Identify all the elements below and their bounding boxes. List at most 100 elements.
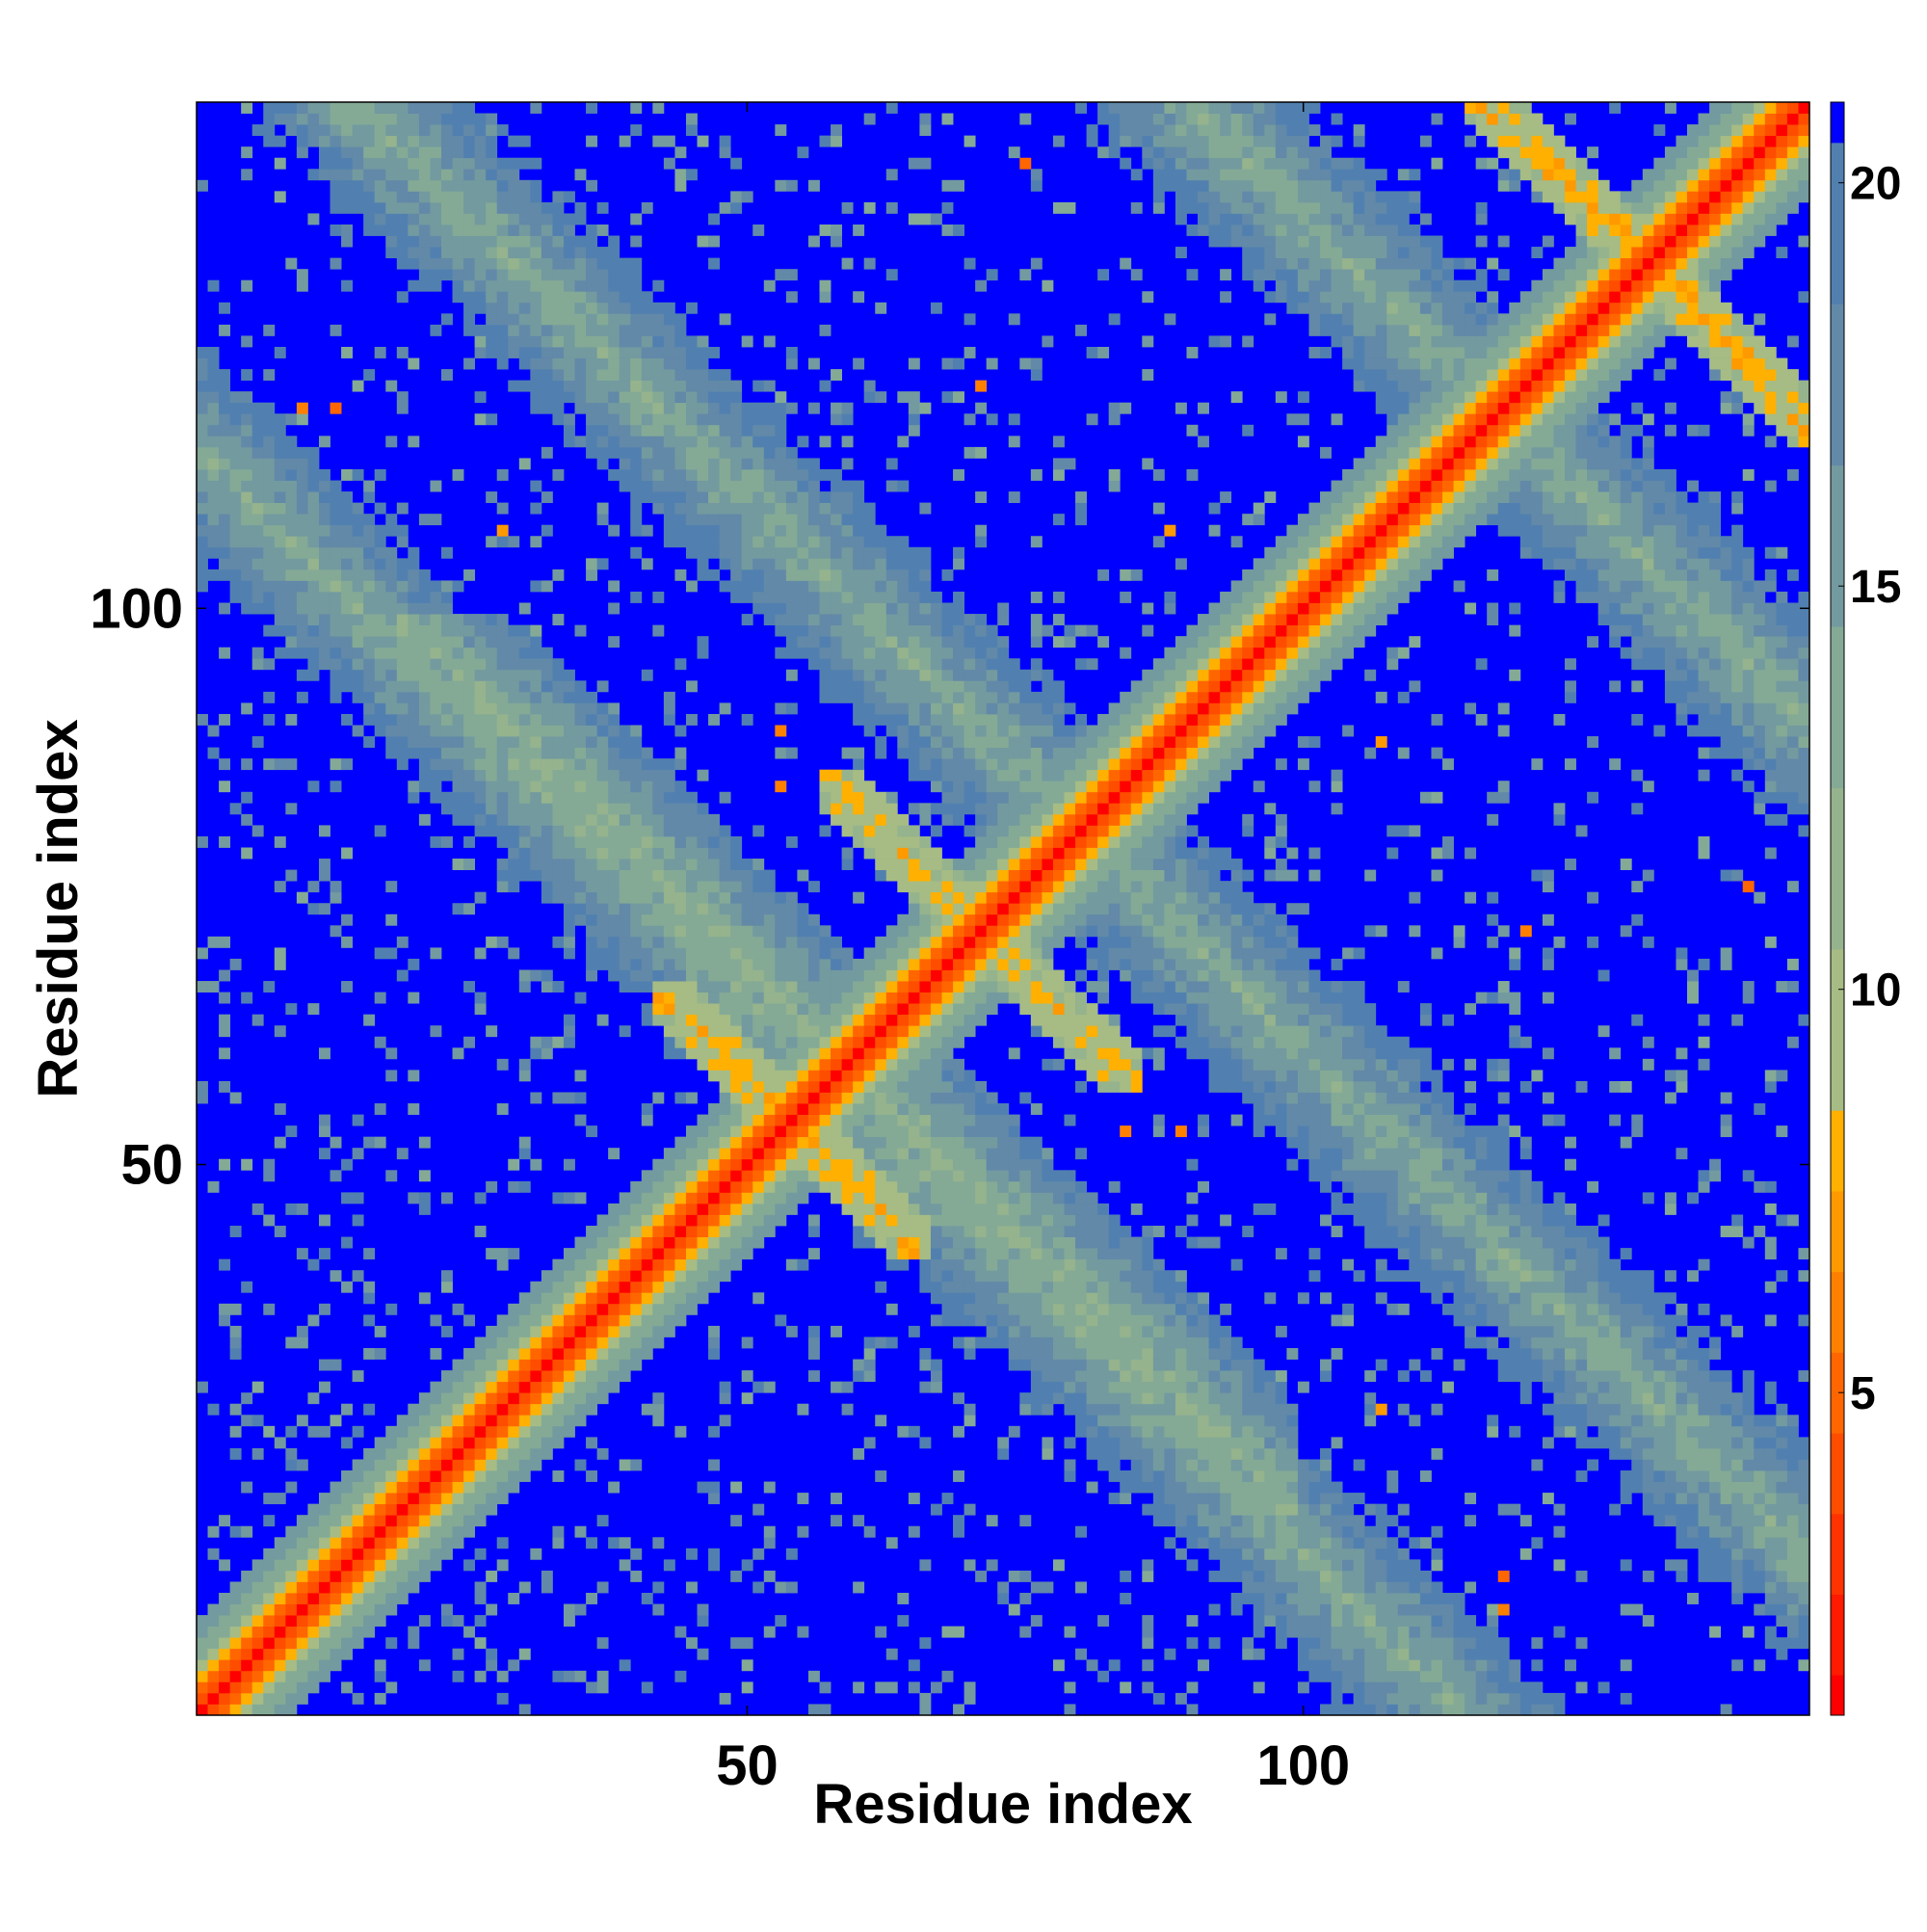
heatmap-cell [897, 480, 910, 492]
heatmap-cell [1052, 1036, 1065, 1048]
heatmap-cell [685, 1270, 698, 1283]
heatmap-cell [619, 803, 631, 815]
heatmap-cell [541, 324, 553, 336]
heatmap-cell [586, 369, 598, 382]
heatmap-cell [251, 658, 264, 671]
heatmap-cell [263, 514, 276, 526]
heatmap-cell [875, 1103, 887, 1115]
heatmap-cell [474, 169, 487, 181]
heatmap-cell [241, 536, 253, 548]
heatmap-cell [897, 1226, 910, 1237]
heatmap-cell [530, 1392, 542, 1405]
heatmap-cell [897, 813, 910, 826]
heatmap-cell [785, 1125, 798, 1138]
heatmap-cell [574, 781, 587, 793]
heatmap-cell [251, 1447, 264, 1460]
heatmap-cell [964, 936, 976, 948]
heatmap-cell [730, 1515, 743, 1527]
heatmap-cell [797, 1047, 809, 1060]
heatmap-cell [730, 1637, 743, 1650]
heatmap-cell [919, 614, 932, 625]
heatmap-cell [819, 1148, 832, 1160]
heatmap-cell [341, 847, 354, 860]
heatmap-cell [964, 1003, 976, 1016]
heatmap-cell [385, 881, 398, 893]
heatmap-cell [652, 803, 665, 815]
heatmap-cell [285, 458, 298, 470]
heatmap-cell [685, 1548, 698, 1560]
heatmap-cell [908, 1681, 920, 1694]
heatmap-cell [430, 658, 442, 671]
heatmap-cell [930, 969, 942, 982]
heatmap-cell [574, 1314, 587, 1327]
heatmap-cell [463, 157, 476, 170]
heatmap-cell [775, 969, 787, 982]
heatmap-cell [619, 346, 631, 358]
heatmap-cell [930, 1203, 942, 1215]
heatmap-cell [941, 1136, 954, 1149]
heatmap-cell [975, 903, 988, 915]
heatmap-cell [730, 491, 743, 504]
heatmap-cell [385, 1581, 398, 1594]
heatmap-cell [908, 847, 920, 860]
heatmap-cell [708, 436, 720, 448]
heatmap-cell [697, 947, 709, 960]
heatmap-cell [964, 1025, 976, 1038]
heatmap-cell [752, 1125, 765, 1138]
heatmap-cell [608, 580, 620, 593]
heatmap-cell [374, 602, 386, 615]
heatmap-cell [563, 1281, 575, 1293]
heatmap-cell [930, 1148, 942, 1160]
heatmap-cell [897, 1036, 910, 1048]
heatmap-cell [363, 1515, 376, 1527]
heatmap-cell [930, 1158, 942, 1171]
heatmap-cell [418, 591, 431, 603]
heatmap-cell [418, 713, 431, 726]
heatmap-cell [408, 725, 420, 737]
heatmap-cell [619, 313, 631, 326]
heatmap-cell [418, 781, 431, 793]
heatmap-cell [752, 869, 765, 882]
heatmap-cell [1019, 1092, 1032, 1104]
heatmap-cell [619, 279, 631, 292]
heatmap-cell [318, 1593, 330, 1604]
heatmap-cell [385, 514, 398, 526]
heatmap-cell [885, 1170, 898, 1182]
heatmap-cell [363, 647, 376, 659]
heatmap-cell [619, 269, 631, 281]
heatmap-cell [1030, 758, 1043, 771]
heatmap-cell [241, 491, 253, 504]
heatmap-cell [541, 881, 553, 893]
heatmap-cell [1042, 1214, 1054, 1227]
heatmap-cell [1042, 1003, 1054, 1016]
heatmap-cell [841, 602, 854, 615]
heatmap-cell [241, 502, 253, 515]
heatmap-cell [563, 1158, 575, 1171]
heatmap-cell [207, 369, 220, 382]
heatmap-cell [496, 1325, 509, 1337]
heatmap-cell [374, 1136, 386, 1149]
heatmap-cell [274, 569, 286, 581]
heatmap-cell [440, 636, 453, 648]
heatmap-cell [685, 1047, 698, 1060]
heatmap-cell [807, 1325, 820, 1337]
heatmap-cell [619, 903, 631, 915]
heatmap-cell [596, 713, 609, 726]
heatmap-cell [986, 1314, 998, 1327]
heatmap-cell [674, 758, 687, 771]
heatmap-cell [418, 614, 431, 625]
heatmap-cell [496, 1058, 509, 1071]
heatmap-cell [363, 624, 376, 637]
heatmap-cell [875, 1136, 887, 1149]
heatmap-cell [1008, 1258, 1020, 1271]
heatmap-cell [385, 669, 398, 681]
heatmap-cell [630, 781, 643, 793]
heatmap-cell [274, 491, 286, 504]
heatmap-cell [719, 1203, 731, 1215]
heatmap-cell [274, 602, 286, 615]
heatmap-cell [919, 1692, 932, 1705]
heatmap-cell [863, 546, 876, 559]
heatmap-cell [341, 1648, 354, 1660]
heatmap-cell [1019, 1281, 1032, 1293]
heatmap-cell [197, 524, 208, 537]
